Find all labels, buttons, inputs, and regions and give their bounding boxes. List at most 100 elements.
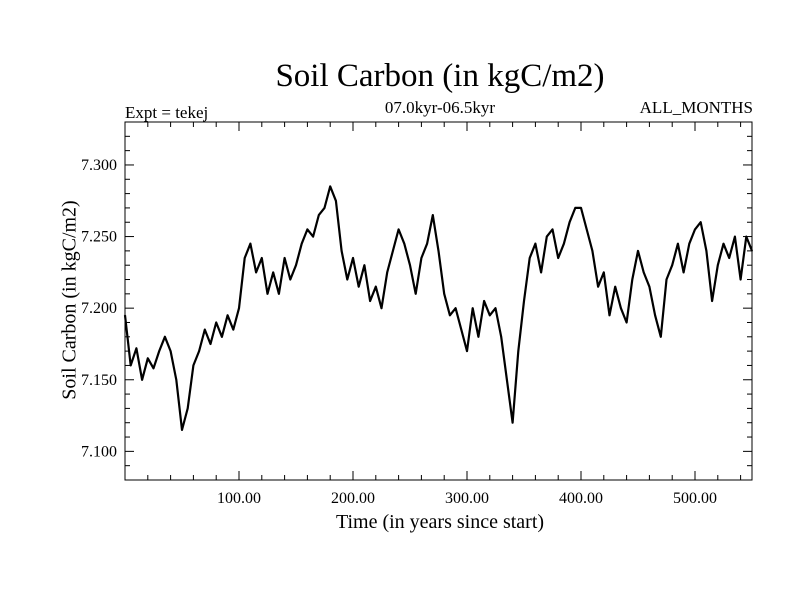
data-point — [449, 314, 451, 317]
data-point — [283, 257, 286, 259]
data-point — [551, 228, 554, 231]
data-point — [226, 314, 229, 317]
data-point — [597, 285, 599, 288]
data-point — [591, 250, 594, 252]
x-tick-label: 500.00 — [673, 490, 717, 507]
data-point — [238, 307, 240, 310]
data-point — [699, 221, 702, 223]
data-point — [426, 242, 428, 245]
data-point — [272, 271, 275, 274]
data-point — [261, 257, 263, 259]
data-point — [357, 285, 360, 288]
y-tick-label: 7.200 — [81, 300, 117, 317]
data-point — [614, 285, 616, 288]
data-point — [625, 321, 628, 324]
data-point — [574, 207, 577, 209]
x-axis-label: Time (in years since start) — [335, 511, 545, 533]
data-point — [471, 307, 474, 310]
data-point — [386, 271, 389, 274]
data-point — [278, 293, 280, 295]
data-point — [631, 278, 634, 281]
data-point — [323, 207, 326, 209]
data-point — [329, 185, 332, 188]
data-point — [517, 350, 520, 352]
data-point — [437, 250, 440, 252]
data-point — [694, 228, 696, 231]
data-point — [129, 364, 132, 367]
data-point — [340, 250, 343, 252]
data-point — [352, 257, 354, 259]
y-tick-label: 7.250 — [81, 229, 117, 246]
data-point — [295, 264, 297, 267]
data-point — [232, 328, 235, 331]
data-point — [243, 257, 246, 259]
data-point — [380, 307, 383, 310]
data-point — [557, 257, 559, 259]
data-point — [534, 242, 537, 245]
y-tick-label: 7.100 — [81, 443, 117, 460]
y-tick-label: 7.300 — [81, 157, 117, 174]
plot-frame — [124, 121, 753, 481]
data-point — [528, 257, 531, 259]
data-point — [523, 300, 525, 302]
data-point — [460, 328, 463, 331]
experiment-label: Expt = tekej — [125, 103, 209, 122]
data-point — [603, 271, 605, 274]
data-point — [300, 242, 303, 245]
data-point — [454, 307, 457, 310]
x-tick-label: 300.00 — [445, 490, 489, 507]
data-point — [181, 429, 183, 431]
series-layer — [123, 185, 754, 431]
data-point — [420, 257, 423, 259]
period-subtitle: 07.0kyr-06.5kyr — [384, 98, 496, 117]
data-point — [409, 264, 411, 267]
months-label: ALL_MONTHS — [639, 98, 753, 117]
data-point — [175, 379, 178, 381]
data-point — [585, 228, 588, 231]
data-point — [432, 214, 434, 216]
data-point — [443, 293, 446, 295]
data-point — [511, 421, 514, 424]
data-point — [563, 242, 565, 245]
data-point — [642, 271, 645, 274]
data-point — [660, 336, 662, 338]
x-tick-label: 400.00 — [559, 490, 603, 507]
data-point — [734, 235, 736, 238]
data-point — [665, 278, 668, 281]
data-point — [335, 200, 337, 202]
y-tick-label: 7.150 — [81, 372, 117, 389]
data-point — [266, 293, 269, 295]
data-point — [397, 228, 400, 231]
data-point — [169, 350, 172, 352]
data-point — [648, 285, 651, 288]
series-line — [123, 185, 754, 431]
data-point — [728, 257, 730, 259]
data-point — [152, 367, 155, 370]
data-point — [141, 379, 143, 381]
data-point — [540, 271, 542, 274]
data-point — [403, 242, 406, 245]
data-point — [124, 314, 126, 317]
data-point — [147, 357, 149, 360]
axis-ticks: 100.00 200.00 300.00 400.00 500.00 7.100 7.150… — [81, 121, 752, 507]
data-point — [209, 343, 212, 345]
data-point — [489, 314, 491, 317]
data-point — [568, 221, 571, 223]
data-point — [682, 271, 685, 274]
data-point — [289, 278, 292, 281]
data-point — [711, 300, 713, 302]
data-point — [705, 250, 708, 252]
data-point — [363, 264, 366, 267]
data-point — [717, 264, 719, 267]
data-point — [306, 228, 309, 231]
data-point — [414, 293, 417, 295]
data-point — [745, 235, 748, 238]
data-point — [135, 347, 138, 350]
data-point — [255, 271, 257, 274]
data-point — [186, 407, 189, 410]
data-point — [375, 285, 377, 288]
data-point — [608, 314, 611, 317]
data-point — [500, 336, 503, 338]
data-point — [677, 242, 679, 245]
data-point — [494, 307, 497, 310]
